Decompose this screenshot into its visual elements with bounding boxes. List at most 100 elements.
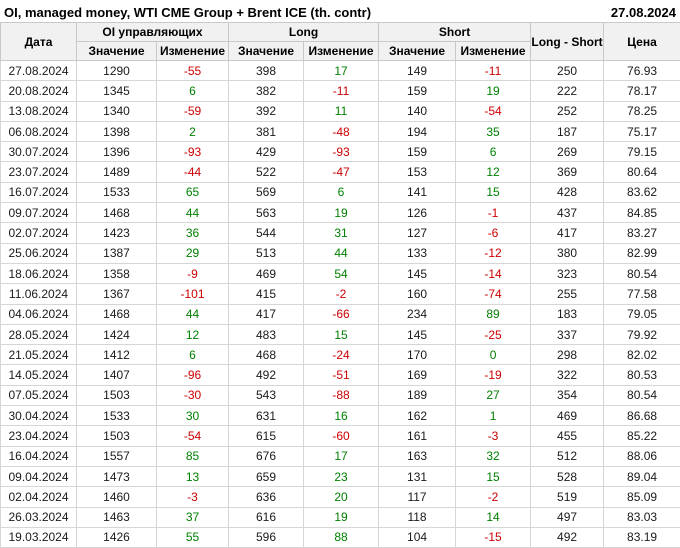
cell-long-value: 382	[228, 80, 305, 102]
cell-date: 07.05.2024	[0, 384, 77, 407]
cell-short-change: -74	[455, 283, 532, 305]
cell-oi-value: 1407	[76, 364, 157, 386]
cell-oi-value: 1533	[76, 181, 157, 204]
cell-short-change: 15	[455, 181, 532, 204]
cell-long-change: -2	[303, 283, 380, 305]
cell-short-value: 170	[378, 344, 457, 366]
cell-long-change: 54	[303, 262, 380, 285]
subheader-oi-value: Значение	[76, 41, 157, 61]
cell-oi-value: 1367	[76, 283, 157, 305]
table-row: 28.05.2024 1424 12 483 15 145 -25 337 79.92	[0, 323, 680, 346]
cell-oi-change: -3	[155, 486, 230, 508]
cell-oi-value: 1533	[76, 405, 157, 427]
cell-oi-change: 29	[155, 242, 230, 264]
table-row: 07.05.2024 1503 -30 543 -88 189 27 354 80.54	[0, 384, 680, 407]
cell-long-short: 492	[530, 526, 605, 548]
table-row: 20.08.2024 1345 6 382 -11 159 19 222 78.17	[0, 80, 680, 102]
cell-oi-value: 1396	[76, 141, 157, 163]
cell-oi-value: 1468	[76, 202, 157, 224]
cell-oi-value: 1423	[76, 222, 157, 244]
cell-oi-value: 1489	[76, 161, 157, 183]
cell-long-change: 20	[303, 486, 380, 508]
cell-long-value: 596	[228, 526, 305, 548]
cell-oi-value: 1503	[76, 384, 157, 407]
cell-long-change: -48	[303, 120, 380, 143]
cell-long-short: 323	[530, 262, 605, 285]
cell-short-value: 194	[378, 120, 457, 143]
col-group-long: Long	[228, 22, 380, 42]
cell-long-value: 631	[228, 405, 305, 427]
cell-long-short: 369	[530, 161, 605, 183]
cell-oi-change: 55	[155, 526, 230, 548]
cell-long-value: 513	[228, 242, 305, 264]
cell-short-value: 140	[378, 100, 457, 122]
cell-short-change: 19	[455, 80, 532, 102]
cell-long-short: 417	[530, 222, 605, 244]
cell-oi-change: 85	[155, 445, 230, 467]
cell-short-change: -15	[455, 526, 532, 548]
cell-price: 78.17	[603, 80, 680, 102]
cell-date: 28.05.2024	[0, 323, 77, 346]
cell-short-value: 163	[378, 445, 457, 467]
cell-oi-change: 6	[155, 80, 230, 102]
cell-short-value: 126	[378, 202, 457, 224]
cell-short-change: -11	[455, 59, 532, 82]
cell-long-value: 415	[228, 283, 305, 305]
cell-oi-change: -96	[155, 364, 230, 386]
cell-short-change: 12	[455, 161, 532, 183]
cell-long-value: 381	[228, 120, 305, 143]
cell-long-value: 469	[228, 262, 305, 285]
cell-oi-value: 1387	[76, 242, 157, 264]
cell-long-value: 492	[228, 364, 305, 386]
cell-oi-value: 1460	[76, 486, 157, 508]
cell-oi-change: 44	[155, 303, 230, 325]
cell-price: 75.17	[603, 120, 680, 143]
table-row: 14.05.2024 1407 -96 492 -51 169 -19 322 80.53	[0, 364, 680, 386]
cell-long-short: 298	[530, 344, 605, 366]
cell-date: 06.08.2024	[0, 120, 77, 143]
cell-date: 09.07.2024	[0, 202, 77, 224]
cell-short-change: -25	[455, 323, 532, 346]
cell-oi-value: 1473	[76, 465, 157, 488]
cell-long-short: 528	[530, 465, 605, 488]
cell-oi-value: 1358	[76, 262, 157, 285]
cell-short-value: 160	[378, 283, 457, 305]
cell-short-change: 32	[455, 445, 532, 467]
cell-long-short: 222	[530, 80, 605, 102]
col-group-oi: OI управляющих	[75, 22, 230, 42]
cell-date: 30.07.2024	[0, 141, 77, 163]
cell-short-value: 159	[378, 80, 457, 102]
cell-oi-change: 37	[155, 506, 230, 528]
cell-oi-change: 12	[155, 323, 230, 346]
table-row: 27.08.2024 1290 -55 398 17 149 -11 250 76.93	[0, 59, 680, 82]
table-row: 19.03.2024 1426 55 596 88 104 -15 492 83.19	[0, 526, 680, 548]
table-body: 27.08.2024 1290 -55 398 17 149 -11 250 76.93 20.0…	[0, 59, 680, 548]
cell-date: 21.05.2024	[0, 344, 77, 366]
cell-oi-change: -101	[155, 283, 230, 305]
cell-price: 78.25	[603, 100, 680, 122]
cell-short-value: 153	[378, 161, 457, 183]
col-header-price: Цена	[603, 22, 680, 61]
cell-price: 89.04	[603, 465, 680, 488]
cell-long-short: 469	[530, 405, 605, 427]
cell-short-change: -6	[455, 222, 532, 244]
cell-price: 80.53	[603, 364, 680, 386]
cell-short-change: 27	[455, 384, 532, 407]
cell-long-value: 563	[228, 202, 305, 224]
cell-oi-value: 1424	[76, 323, 157, 346]
subheader-long-value: Значение	[228, 41, 305, 61]
cell-short-value: 104	[378, 526, 457, 548]
cell-oi-change: -59	[155, 100, 230, 122]
table-row: 13.08.2024 1340 -59 392 11 140 -54 252 78.25	[0, 100, 680, 122]
cell-oi-change: 65	[155, 181, 230, 204]
cell-price: 79.15	[603, 141, 680, 163]
table-row: 23.04.2024 1503 -54 615 -60 161 -3 455 85.22	[0, 425, 680, 447]
cell-long-value: 543	[228, 384, 305, 407]
cell-oi-value: 1503	[76, 425, 157, 447]
table-row: 30.07.2024 1396 -93 429 -93 159 6 269 79.15	[0, 141, 680, 163]
cell-date: 11.06.2024	[0, 283, 77, 305]
title-bar: OI, managed money, WTI CME Group + Brent…	[0, 0, 680, 22]
cell-long-value: 676	[228, 445, 305, 467]
cell-long-change: 44	[303, 242, 380, 264]
cell-price: 80.54	[603, 262, 680, 285]
